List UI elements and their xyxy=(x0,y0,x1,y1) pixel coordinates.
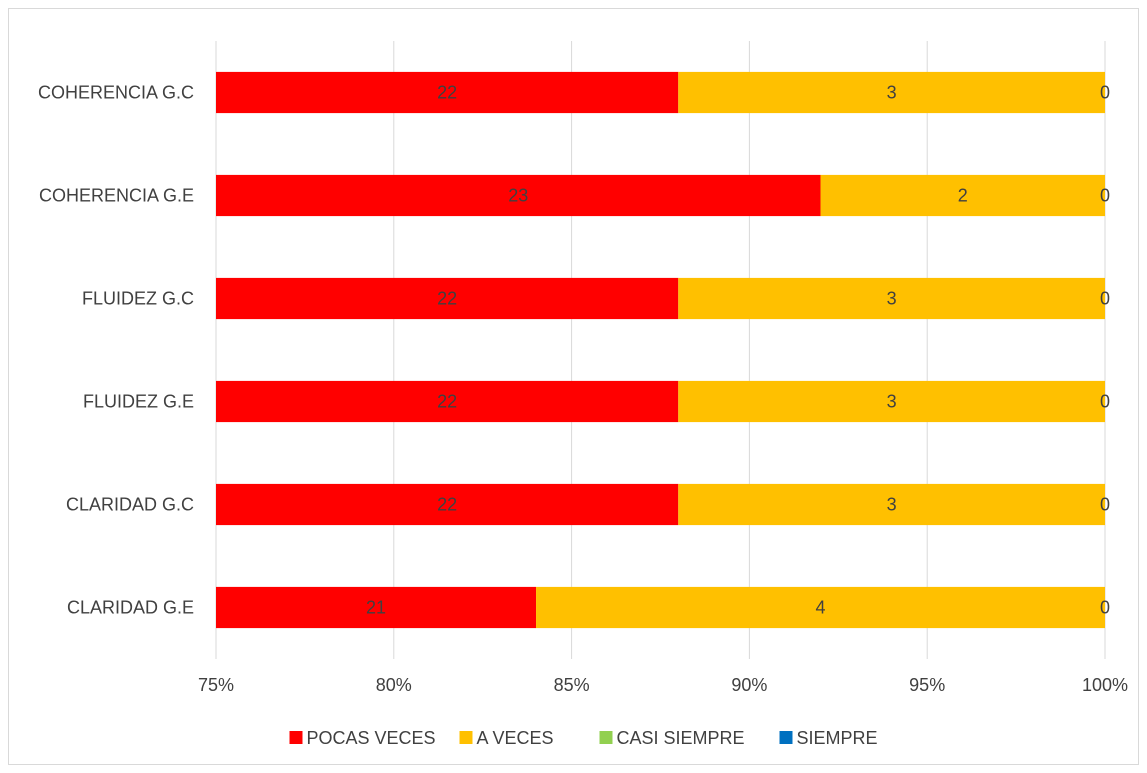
data-label: 0 xyxy=(1100,186,1110,206)
legend-label: CASI SIEMPRE xyxy=(617,728,745,748)
data-label: 0 xyxy=(1100,83,1110,103)
category-label: CLARIDAD G.C xyxy=(66,495,194,515)
data-label: 3 xyxy=(887,83,897,103)
bar-segment xyxy=(820,174,1105,217)
category-label: COHERENCIA G.E xyxy=(39,186,194,206)
data-label: 21 xyxy=(366,598,386,618)
x-tick-label: 80% xyxy=(376,675,412,695)
legend-swatch xyxy=(459,731,473,744)
data-label: 22 xyxy=(437,495,457,515)
bar-segment xyxy=(678,483,1105,526)
legend-label: POCAS VECES xyxy=(307,728,436,748)
stacked-bar-chart: 75% 80% 85% 90% 95% 100%COHERENCIA G.C 22 3 0COH… xyxy=(38,41,1128,748)
data-label: 3 xyxy=(887,392,897,412)
data-label: 3 xyxy=(887,495,897,515)
category-label: COHERENCIA G.C xyxy=(38,83,194,103)
legend-swatch xyxy=(599,731,613,744)
x-tick-label: 100% xyxy=(1082,675,1128,695)
data-label: 4 xyxy=(816,598,826,618)
bar-segment xyxy=(216,483,679,526)
bar-segment xyxy=(216,277,679,320)
bar-segment xyxy=(536,586,1105,629)
category-label: CLARIDAD G.E xyxy=(67,598,194,618)
data-label: 0 xyxy=(1100,598,1110,618)
data-label: 3 xyxy=(887,289,897,309)
legend-label: A VECES xyxy=(477,728,554,748)
bar-segment xyxy=(216,586,537,629)
bar-segment xyxy=(216,174,821,217)
legend-swatch xyxy=(779,731,793,744)
category-label: FLUIDEZ G.C xyxy=(82,289,194,309)
category-label: FLUIDEZ G.E xyxy=(83,392,194,412)
data-label: 22 xyxy=(437,289,457,309)
bar-segment xyxy=(678,277,1105,320)
x-tick-label: 90% xyxy=(731,675,767,695)
x-tick-label: 75% xyxy=(198,675,234,695)
data-label: 2 xyxy=(958,186,968,206)
x-tick-label: 95% xyxy=(909,675,945,695)
data-label: 22 xyxy=(437,83,457,103)
bar-segment xyxy=(678,380,1105,423)
data-label: 0 xyxy=(1100,495,1110,515)
bar-segment xyxy=(216,71,679,114)
legend-label: SIEMPRE xyxy=(797,728,878,748)
data-label: 0 xyxy=(1100,392,1110,412)
legend-swatch xyxy=(289,731,303,744)
data-label: 0 xyxy=(1100,289,1110,309)
chart-frame: 75% 80% 85% 90% 95% 100% COHERENCIA G.C 22 3 0 COH… xyxy=(8,8,1139,765)
bar-segment xyxy=(216,380,679,423)
x-tick-label: 85% xyxy=(554,675,590,695)
data-label: 22 xyxy=(437,392,457,412)
data-label: 23 xyxy=(508,186,528,206)
bar-segment xyxy=(678,71,1105,114)
